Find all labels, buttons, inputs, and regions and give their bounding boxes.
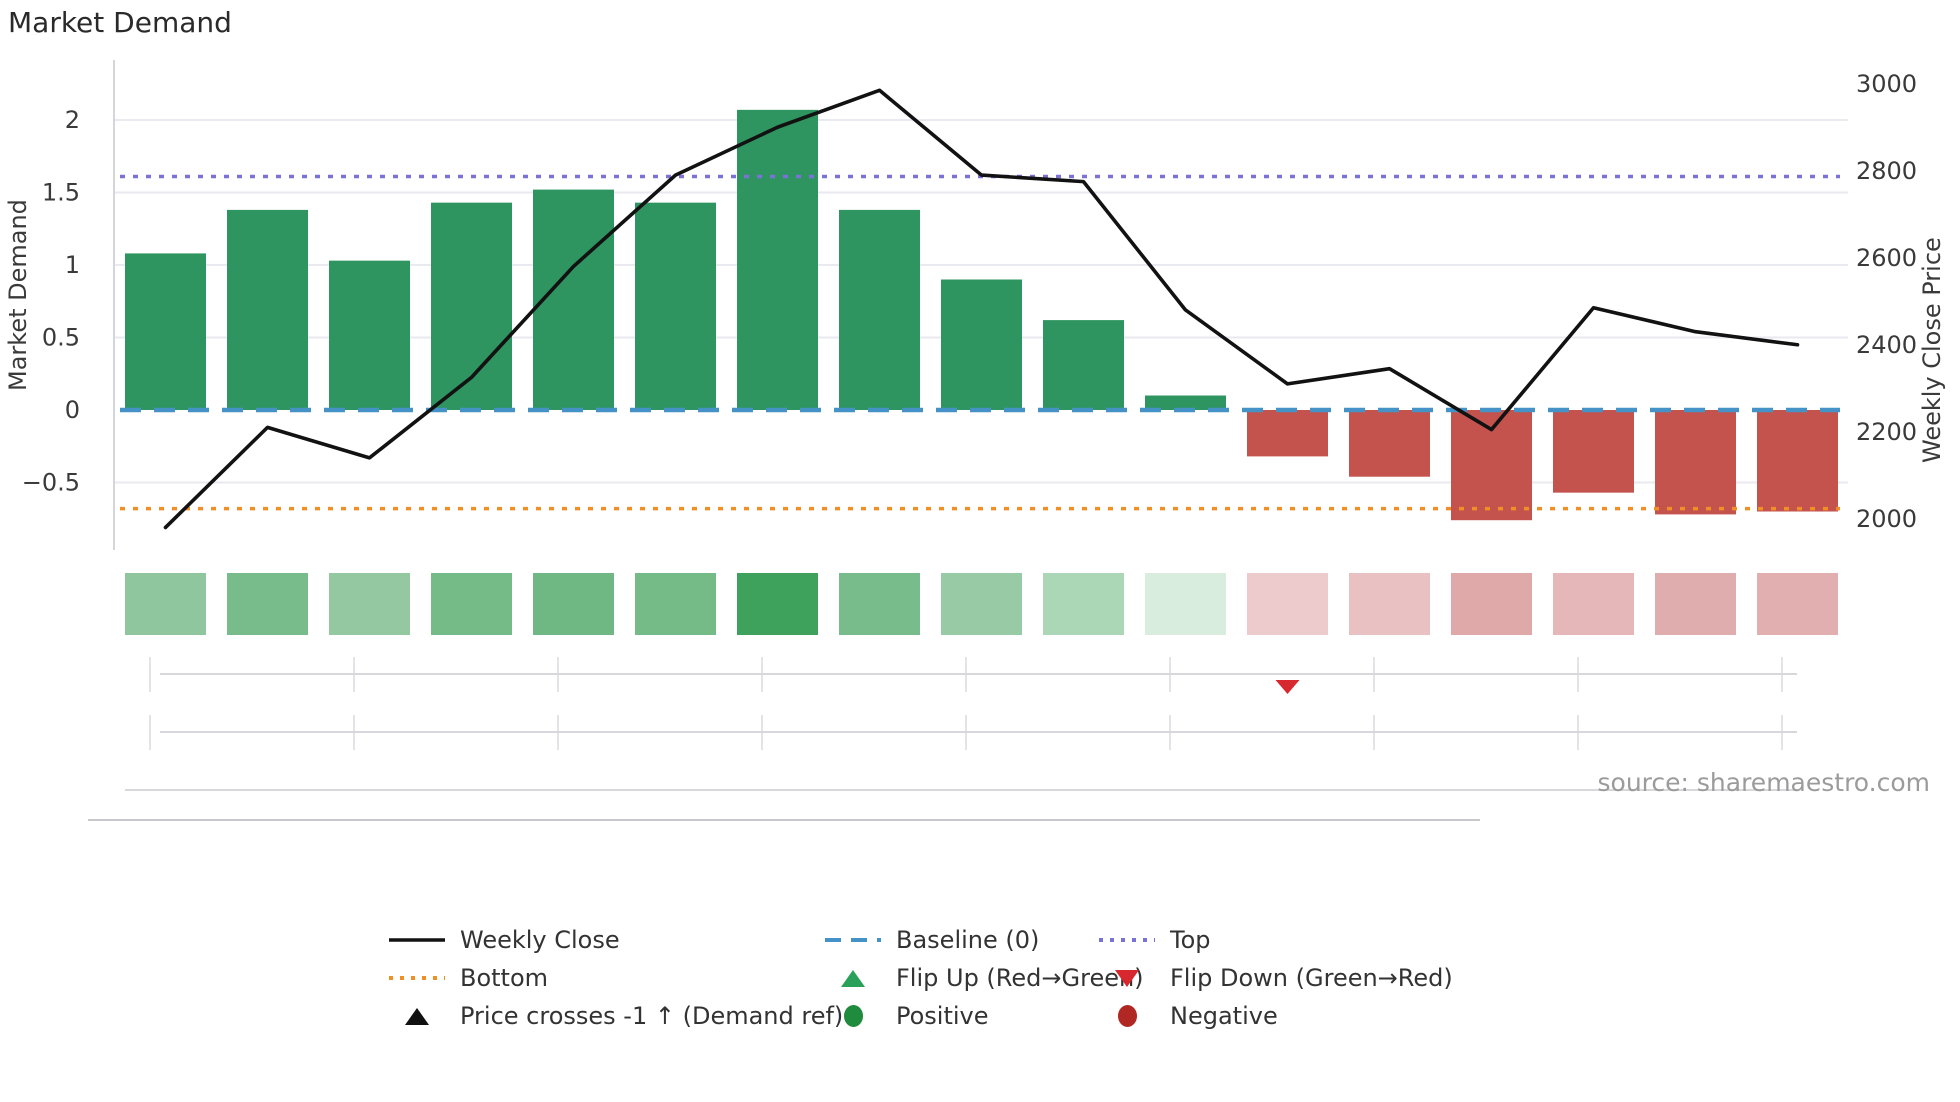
legend-label: Bottom <box>460 964 549 992</box>
legend-item-flip-down-green-red: Flip Down (Green→Red) <box>1097 962 1453 994</box>
right-axis-tick-label: 2200 <box>1856 418 1917 446</box>
demand-bar-positive <box>635 202 716 410</box>
demand-bar-positive <box>125 253 206 410</box>
demand-bar-positive <box>1145 395 1226 410</box>
right-axis-tick-label: 3000 <box>1856 70 1917 98</box>
heatmap-cell <box>1553 573 1634 635</box>
demand-bar-positive <box>227 209 308 410</box>
heatmap-cell <box>329 573 410 635</box>
legend-label: Flip Down (Green→Red) <box>1170 964 1453 992</box>
demand-bar-positive <box>533 189 614 410</box>
heatmap-cell <box>1145 573 1226 635</box>
heatmap-cell <box>125 573 206 635</box>
legend-label: Top <box>1170 926 1211 954</box>
chart-legend: Weekly Close Bottom Price crosses -1 ↑ (De… <box>0 918 1960 1048</box>
solid-line-icon <box>387 928 447 952</box>
left-axis-tick-label: 2 <box>65 106 80 134</box>
demand-bar-positive <box>329 260 410 410</box>
legend-label: Price crosses -1 ↑ (Demand ref) <box>460 1002 844 1030</box>
legend-label: Flip Up (Red→Green) <box>896 964 1144 992</box>
legend-item-baseline-0: Baseline (0) <box>823 924 1039 956</box>
demand-bar-positive <box>839 209 920 410</box>
demand-bar-negative <box>1655 410 1736 515</box>
left-axis-tick-label: 0 <box>65 396 80 424</box>
right-axis-tick-label: 2600 <box>1856 244 1917 272</box>
heatmap-cell <box>1451 573 1532 635</box>
dotted-line-icon <box>1097 928 1157 952</box>
legend-item-price-crosses-1-demand-ref: Price crosses -1 ↑ (Demand ref) <box>387 1000 843 1032</box>
demand-bar-negative <box>1553 410 1634 493</box>
dotted-line-icon <box>387 966 447 990</box>
right-axis-tick-label: 2000 <box>1856 505 1917 533</box>
legend-label: Weekly Close <box>460 926 620 954</box>
legend-item-positive: Positive <box>823 1000 989 1032</box>
left-axis-tick-label: 1.5 <box>42 179 80 207</box>
demand-bar-negative <box>1247 410 1328 457</box>
heatmap-cell <box>635 573 716 635</box>
dashed-line-icon <box>823 928 883 952</box>
legend-item-weekly-close: Weekly Close <box>387 924 620 956</box>
left-axis-tick-label: −0.5 <box>22 469 80 497</box>
heatmap-cell <box>1757 573 1838 635</box>
demand-bar-negative <box>1349 410 1430 477</box>
heatmap-cell <box>1247 573 1328 635</box>
legend-label: Negative <box>1170 1002 1278 1030</box>
heatmap-cell <box>431 573 512 635</box>
circle-icon <box>1097 1004 1157 1028</box>
demand-bar-positive <box>941 279 1022 410</box>
flip-down-marker-icon <box>1275 680 1300 694</box>
legend-item-negative: Negative <box>1097 1000 1278 1032</box>
triangle-down-icon <box>1097 966 1157 990</box>
legend-item-flip-up-red-green: Flip Up (Red→Green) <box>823 962 1144 994</box>
demand-bar-positive <box>737 109 818 410</box>
heatmap-cell <box>227 573 308 635</box>
chart-title: Market Demand <box>8 6 232 39</box>
left-axis-tick-label: 0.5 <box>42 324 80 352</box>
heatmap-cell <box>839 573 920 635</box>
heatmap-cell <box>533 573 614 635</box>
heatmap-cell <box>1349 573 1430 635</box>
heatmap-cell <box>1655 573 1736 635</box>
left-axis-tick-label: 1 <box>65 251 80 279</box>
weekly-close-line <box>163 88 1800 530</box>
legend-item-top: Top <box>1097 924 1211 956</box>
circle-icon <box>823 1004 883 1028</box>
heatmap-cell <box>737 573 818 635</box>
heatmap-cell <box>1043 573 1124 635</box>
source-credit: source: sharemaestro.com <box>1597 768 1931 797</box>
legend-label: Baseline (0) <box>896 926 1040 954</box>
legend-item-bottom: Bottom <box>387 962 548 994</box>
demand-bar-negative <box>1451 410 1532 521</box>
demand-bar-positive <box>1043 320 1124 410</box>
demand-bar-negative <box>1757 410 1838 512</box>
right-axis-tick-label: 2400 <box>1856 331 1917 359</box>
legend-label: Positive <box>896 1002 989 1030</box>
right-axis-tick-label: 2800 <box>1856 157 1917 185</box>
heatmap-cell <box>941 573 1022 635</box>
triangle-up-icon <box>387 1004 447 1028</box>
triangle-up-icon <box>823 966 883 990</box>
